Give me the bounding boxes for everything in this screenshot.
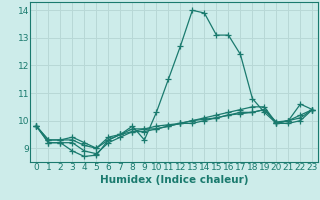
X-axis label: Humidex (Indice chaleur): Humidex (Indice chaleur) [100,175,249,185]
